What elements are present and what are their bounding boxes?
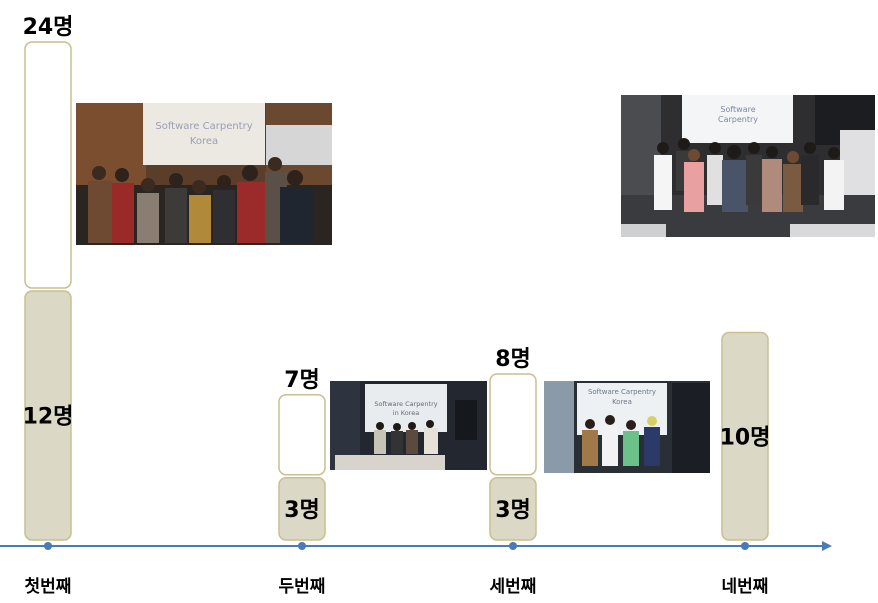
photo-4-screen-subtitle: Carpentry xyxy=(718,115,758,124)
bar-inner-label-4: 10명 xyxy=(720,425,771,450)
photo-3-screen-title: Software Carpentry xyxy=(588,388,656,396)
category-label-2: 두번째 xyxy=(279,577,326,597)
bar-filled-2 xyxy=(278,477,326,541)
bar-top-label-2: 7명 xyxy=(284,368,320,393)
bars-layer xyxy=(24,41,769,541)
photo-3-screen-subtitle: Korea xyxy=(612,398,632,406)
bar-total-1 xyxy=(24,41,72,289)
photo-session-2: Software Carpentry in Korea xyxy=(330,381,487,470)
bar-total-3 xyxy=(489,373,537,476)
bar-filled-4 xyxy=(721,331,769,541)
x-axis-arrow xyxy=(822,541,832,551)
photo-session-1: Software Carpentry Korea xyxy=(76,103,332,245)
bar-filled-3 xyxy=(489,477,537,541)
photo-2-screen-title: Software Carpentry xyxy=(374,400,437,408)
photo-session-3: Software Carpentry Korea xyxy=(544,381,710,473)
photo-1-screen-title: Software Carpentry xyxy=(155,121,252,132)
bar-inner-label-3: 3명 xyxy=(495,498,531,523)
category-label-3: 세번째 xyxy=(490,577,537,597)
bar-top-label-1: 24명 xyxy=(23,15,74,40)
category-label-1: 첫번째 xyxy=(25,576,72,597)
bar-inner-label-2: 3명 xyxy=(284,498,320,523)
x-axis-marker-3 xyxy=(509,542,517,550)
axis-layer xyxy=(0,541,832,551)
bar-top-label-3: 8명 xyxy=(495,347,531,372)
x-axis-marker-2 xyxy=(298,542,306,550)
photo-session-4: Software Carpentry xyxy=(621,95,875,237)
category-label-4: 네번째 xyxy=(722,577,769,597)
bar-filled-1 xyxy=(24,290,72,541)
x-axis-marker-1 xyxy=(44,542,52,550)
x-axis-marker-4 xyxy=(741,542,749,550)
bar-total-2 xyxy=(278,394,326,476)
photo-4-screen-title: Software xyxy=(720,105,755,114)
photo-2-screen-subtitle: in Korea xyxy=(393,409,419,417)
photo-1-screen-subtitle: Korea xyxy=(190,136,218,147)
bar-inner-label-1: 12명 xyxy=(23,405,74,430)
